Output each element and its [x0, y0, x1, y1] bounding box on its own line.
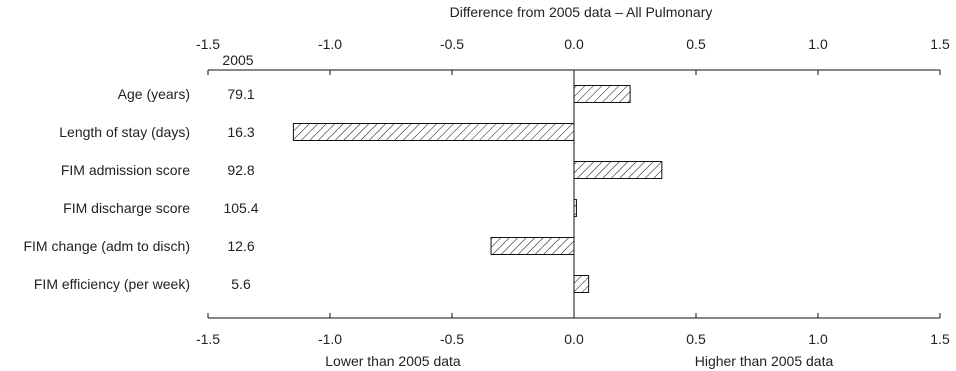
bottom-axis-ticks: -1.5 -1.0 -0.5 0.0 0.5 1.0 1.5: [196, 313, 950, 347]
top-tick-label: -1.0: [318, 36, 342, 52]
category-label: FIM admission score: [61, 162, 190, 178]
top-tick-label: 0.0: [564, 36, 584, 52]
top-tick-label: 1.5: [930, 36, 950, 52]
chart-row: FIM admission score 92.8: [61, 161, 663, 179]
baseline-value: 12.6: [227, 238, 254, 254]
bar: [490, 237, 575, 255]
baseline-value: 5.6: [231, 276, 251, 292]
bottom-tick-label: -1.5: [196, 331, 220, 347]
chart-row: FIM efficiency (per week) 5.6: [34, 275, 590, 293]
bar: [573, 161, 663, 179]
bottom-tick-label: 0.0: [564, 331, 584, 347]
bottom-tick-label: 0.5: [686, 331, 706, 347]
baseline-value: 16.3: [227, 124, 254, 140]
category-label: FIM efficiency (per week): [34, 276, 190, 292]
bottom-tick-label: -1.0: [318, 331, 342, 347]
bottom-tick-label: -0.5: [440, 331, 464, 347]
category-label: Length of stay (days): [59, 124, 190, 140]
bar: [573, 85, 631, 103]
higher-label: Higher than 2005 data: [695, 353, 834, 369]
category-label: Age (years): [118, 86, 190, 102]
chart-title: Difference from 2005 data – All Pulmonar…: [450, 4, 713, 20]
chart-row: FIM discharge score 105.4: [63, 199, 577, 217]
top-tick-label: 0.5: [686, 36, 706, 52]
chart-row: Age (years) 79.1: [118, 85, 631, 103]
category-label: FIM discharge score: [63, 200, 190, 216]
baseline-header: 2005: [222, 52, 253, 68]
baseline-value: 105.4: [223, 200, 258, 216]
category-label: FIM change (adm to disch): [23, 238, 190, 254]
top-axis-ticks: -1.5 -1.0 -0.5 0.0 0.5 1.0 1.5: [196, 36, 950, 75]
bottom-tick-label: 1.5: [930, 331, 950, 347]
chart-row: Length of stay (days) 16.3: [59, 123, 575, 141]
bar: [573, 275, 590, 293]
baseline-value: 79.1: [227, 86, 254, 102]
top-tick-label: -1.5: [196, 36, 220, 52]
chart-row: FIM change (adm to disch) 12.6: [23, 237, 575, 255]
top-tick-label: 1.0: [808, 36, 828, 52]
bottom-tick-label: 1.0: [808, 331, 828, 347]
top-tick-label: -0.5: [440, 36, 464, 52]
baseline-value: 92.8: [227, 162, 254, 178]
bar: [292, 123, 575, 141]
lower-label: Lower than 2005 data: [325, 353, 461, 369]
chart-rows: Age (years) 79.1 Length of stay (days) 16.3…: [23, 85, 663, 293]
bar: [573, 199, 577, 217]
